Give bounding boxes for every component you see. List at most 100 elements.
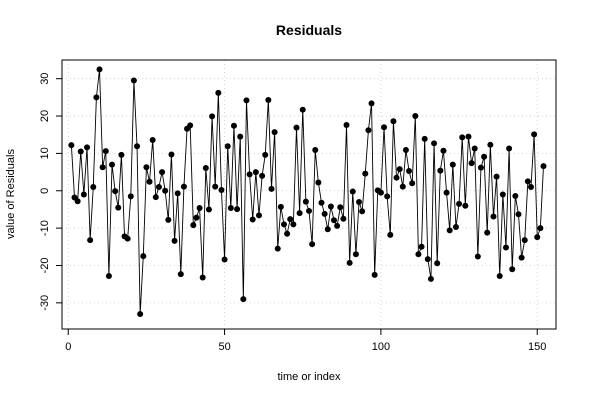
residual-point <box>202 164 209 171</box>
residual-point <box>165 216 172 223</box>
residual-point <box>130 77 137 84</box>
residual-point <box>93 94 100 101</box>
residual-point <box>509 266 516 273</box>
residual-point <box>237 133 244 140</box>
residual-point <box>499 191 506 198</box>
residual-point <box>212 183 219 190</box>
residual-point <box>324 226 331 233</box>
residual-point <box>312 147 319 154</box>
residual-point <box>377 189 384 196</box>
residual-point <box>340 215 347 222</box>
residual-point <box>127 193 134 200</box>
x-tick-label: 150 <box>528 341 546 353</box>
residual-point <box>290 221 297 228</box>
residual-point <box>356 198 363 205</box>
residual-point <box>321 210 328 217</box>
residual-point <box>521 237 528 244</box>
residual-point <box>465 133 472 140</box>
residual-point <box>481 153 488 160</box>
residual-point <box>109 161 116 168</box>
residual-point <box>487 141 494 148</box>
residual-point <box>459 134 466 141</box>
residual-point <box>259 172 266 179</box>
residual-point <box>234 206 241 213</box>
residual-point <box>215 89 222 96</box>
residual-point <box>452 224 459 231</box>
residual-point <box>146 178 153 185</box>
residual-point <box>362 170 369 177</box>
residual-points <box>68 66 547 318</box>
residual-point <box>384 193 391 200</box>
residual-point <box>221 256 228 263</box>
residual-point <box>365 127 372 134</box>
residual-point <box>540 163 547 170</box>
residual-point <box>337 204 344 211</box>
residual-point <box>359 208 366 215</box>
residual-point <box>155 184 162 191</box>
x-tick-label: 0 <box>65 341 71 353</box>
residual-point <box>396 166 403 173</box>
residual-point <box>112 188 119 195</box>
residual-point <box>371 271 378 278</box>
residual-point <box>115 204 122 211</box>
residual-point <box>412 113 419 120</box>
y-tick-label: 30 <box>39 73 51 85</box>
residual-point <box>462 202 469 209</box>
residual-point <box>449 161 456 168</box>
residual-point <box>534 234 541 241</box>
residual-point <box>343 122 350 129</box>
residual-point <box>346 259 353 266</box>
residual-point <box>187 122 194 129</box>
residual-point <box>318 199 325 206</box>
x-axis: 0 50 100 150 <box>65 329 546 353</box>
residual-point <box>174 190 181 197</box>
residual-point <box>162 187 169 194</box>
residual-point <box>515 211 522 218</box>
residual-point <box>277 203 284 210</box>
residual-point <box>471 145 478 152</box>
residual-point <box>434 260 441 267</box>
residual-point <box>484 229 491 236</box>
residual-point <box>512 192 519 199</box>
residual-point <box>90 184 97 191</box>
x-axis-label: time or index <box>278 371 341 383</box>
y-tick-label: 10 <box>39 147 51 159</box>
residual-point <box>99 164 106 171</box>
residual-point <box>424 256 431 263</box>
residual-point <box>168 151 175 158</box>
y-axis-label: value of Residuals <box>5 149 17 239</box>
residual-point <box>390 118 397 125</box>
residual-point <box>80 191 87 198</box>
residual-point <box>193 214 200 221</box>
residual-point <box>306 207 312 214</box>
residual-point <box>274 245 281 252</box>
residual-point <box>218 187 225 194</box>
residual-point <box>171 237 178 244</box>
residual-point <box>96 66 103 73</box>
residual-point <box>124 235 131 242</box>
residual-point <box>309 241 316 248</box>
residual-point <box>502 244 509 251</box>
residual-point <box>74 198 81 205</box>
residual-point <box>387 231 394 238</box>
residual-point <box>137 311 144 318</box>
residual-point <box>240 296 247 303</box>
residual-point <box>143 164 150 171</box>
residual-point <box>180 183 187 190</box>
y-tick-label: 20 <box>39 110 51 122</box>
residual-point <box>199 274 206 281</box>
residual-point <box>421 135 428 142</box>
residual-point <box>302 198 309 205</box>
residual-point <box>406 167 413 174</box>
residual-point <box>87 237 94 244</box>
residual-point <box>284 230 291 237</box>
residual-point <box>409 180 416 187</box>
plot-frame <box>61 59 557 330</box>
residual-point <box>315 179 322 186</box>
residuals-line <box>70 69 544 315</box>
residual-point <box>246 171 253 178</box>
residual-point <box>496 272 503 279</box>
residual-point <box>140 253 147 260</box>
residual-point <box>531 131 538 138</box>
